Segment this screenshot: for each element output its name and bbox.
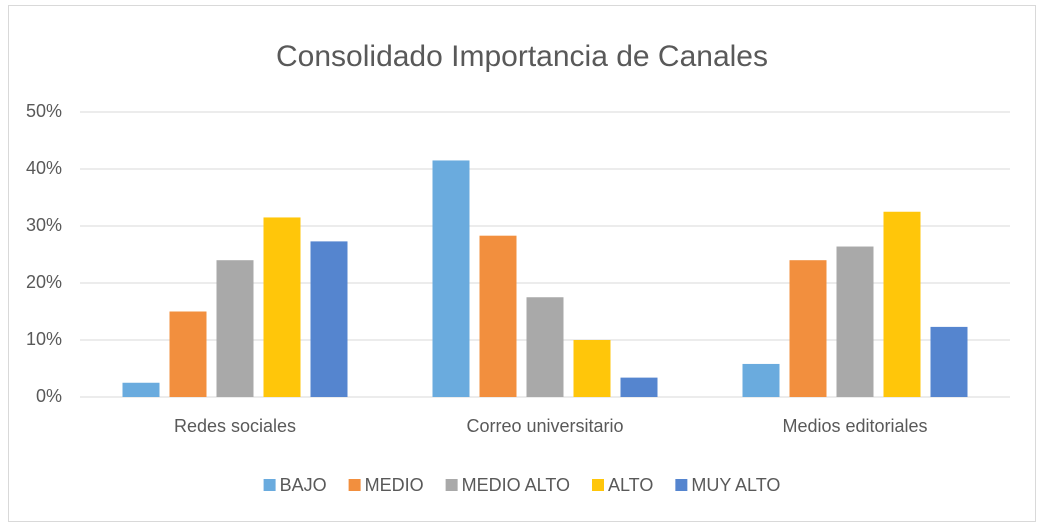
chart-border [8, 5, 1036, 522]
legend-swatch [263, 479, 276, 491]
bar [310, 241, 348, 397]
legend-swatch [445, 479, 458, 491]
y-tick-label: 40% [26, 158, 62, 178]
bar [573, 340, 611, 397]
y-tick-label: 30% [26, 215, 62, 235]
bar [432, 160, 470, 397]
bar [169, 311, 207, 397]
bar [216, 260, 254, 397]
legend-swatch [675, 479, 688, 491]
legend-swatch [348, 479, 361, 491]
chart-title: Consolidado Importancia de Canales [276, 40, 768, 73]
legend-label: MEDIO ALTO [462, 475, 570, 495]
y-tick-label: 50% [26, 101, 62, 121]
y-tick-label: 10% [26, 329, 62, 349]
legend-label: MUY ALTO [691, 475, 780, 495]
legend-label: BAJO [280, 475, 327, 495]
bar [620, 377, 658, 397]
legend-label: ALTO [608, 475, 653, 495]
bar [526, 297, 564, 397]
legend-swatch [592, 479, 604, 491]
bar [883, 211, 921, 397]
x-tick-label: Medios editoriales [782, 416, 927, 436]
bar [263, 217, 301, 397]
legend-label: MEDIO [365, 475, 424, 495]
y-tick-label: 0% [36, 386, 62, 406]
y-tick-label: 20% [26, 272, 62, 292]
bar [122, 382, 160, 397]
bar [789, 260, 827, 397]
x-tick-label: Correo universitario [466, 416, 623, 436]
bar [742, 363, 780, 397]
x-tick-label: Redes sociales [174, 416, 296, 436]
bar [836, 246, 874, 397]
bar [479, 235, 517, 397]
bar [930, 326, 968, 397]
